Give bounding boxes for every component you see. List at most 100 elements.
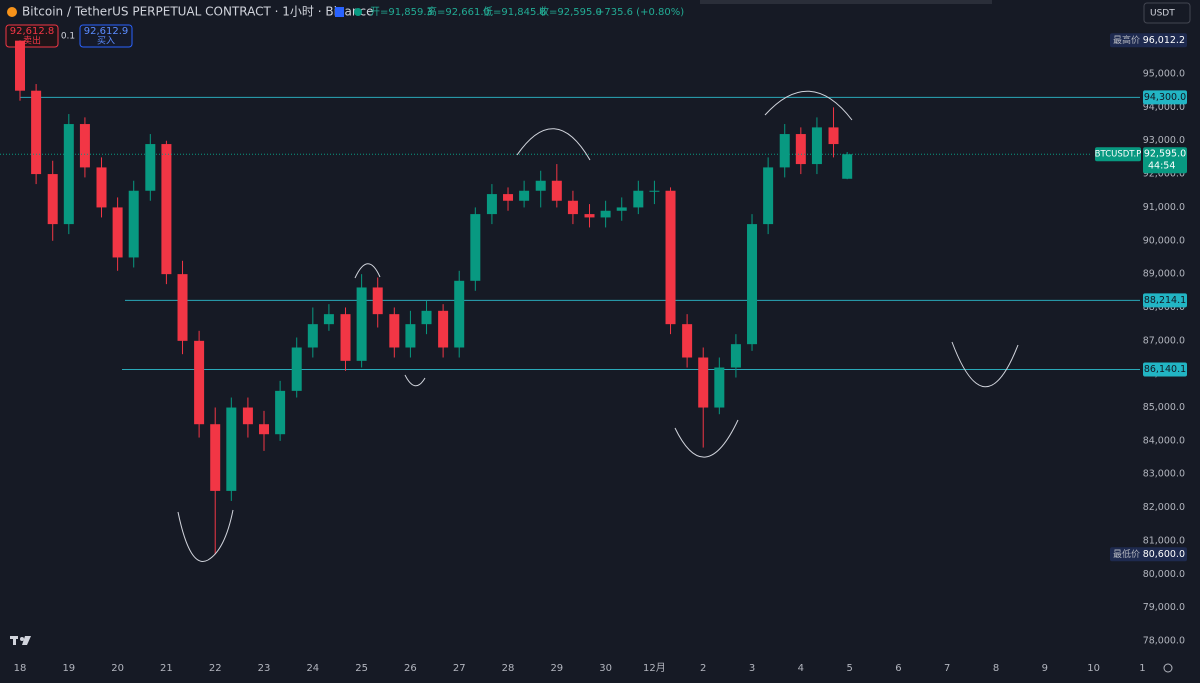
arc-drawing[interactable] [404,374,426,387]
candle-body [47,174,58,225]
x-tick-label: 29 [550,663,563,674]
ohlc-change: +735.6 (+0.80%) [596,7,684,18]
last-price-box [1143,147,1187,174]
y-tick-label: 84,000.0 [1143,435,1185,446]
settings-icon[interactable] [1163,663,1173,673]
candle-body [112,207,123,258]
x-tick-label: 25 [355,663,368,674]
candle-body [421,310,432,325]
buy-label: 买入 [97,36,115,47]
y-tick-label: 94,000.0 [1143,102,1185,113]
candle-body [340,314,351,361]
x-tick-label: 10 [1087,663,1100,674]
candle-body [161,144,172,275]
y-tick-label: 88,000.0 [1143,302,1185,313]
candle-body [128,190,139,258]
candle-body [356,287,367,361]
currency-selector[interactable] [1143,2,1191,24]
x-tick-label: 3 [749,663,755,674]
candle-body [323,314,334,325]
candle-body [291,347,302,391]
extreme-value: 96,012.2 [1143,35,1185,46]
y-tick-label: 87,000.0 [1143,335,1185,346]
x-tick-label: 8 [993,663,999,674]
ohlc-open: 开=91,859.3 [370,7,433,18]
x-tick-label: 12月 [643,662,666,674]
candle-body [259,424,270,435]
x-tick-label: 6 [895,663,901,674]
arc-drawing[interactable] [354,263,381,279]
buy-price: 92,612.9 [84,26,129,37]
level-label: 88,214.1 [1144,295,1186,306]
candle-body [31,90,42,175]
extreme-box [1110,33,1187,48]
y-tick-label: 79,000.0 [1143,602,1185,613]
candle-body [389,314,400,348]
candle-body [275,390,286,435]
candle-body [226,407,237,491]
candle-body [372,287,383,315]
candle-body [551,180,562,201]
level-label: 86,140.1 [1144,364,1186,375]
x-tick-label: 5 [846,663,852,674]
arc-drawing[interactable] [516,128,591,161]
extreme-value: 80,600.0 [1143,549,1185,560]
candle-body [405,324,416,348]
y-tick-label: 92,000.0 [1143,169,1185,180]
x-tick-label: 19 [62,663,75,674]
candle-body [779,134,790,168]
ohlc-low: 低=91,845.8 [483,5,546,18]
candle-body [828,127,839,145]
candle-body [842,154,853,179]
x-tick-label: 9 [1042,663,1048,674]
candle-body [210,424,221,491]
candle-body [79,124,90,168]
candle-body [730,344,741,368]
x-tick-label: 4 [798,663,804,674]
candle-body [63,124,74,225]
ohlc-high: 高=92,661.0 [427,5,490,18]
candle-body [503,194,514,201]
candle-body [763,167,774,225]
candle-body [519,190,530,201]
y-tick-label: 95,000.0 [1143,69,1185,80]
level-label-box [1143,90,1187,105]
x-tick-label: 30 [599,663,612,674]
arc-drawing[interactable] [674,419,739,458]
symbol-title: Bitcoin / TetherUS PERPETUAL CONTRACT · … [22,5,373,19]
arc-drawing[interactable] [177,509,234,562]
x-tick-label: 1 [1139,663,1145,674]
symbol-box [1095,147,1141,162]
arc-drawing[interactable] [951,341,1019,388]
extreme-label: 最高价 [1113,34,1140,46]
y-tick-label: 81,000.0 [1143,535,1185,546]
candle-body [714,367,725,408]
x-tick-label: 23 [258,663,271,674]
candle-body [649,190,660,192]
candle-body [194,340,205,425]
y-tick-label: 91,000.0 [1143,202,1185,213]
candle-body [600,210,611,218]
flag-icon[interactable] [335,7,344,17]
extreme-label: 最低价 [1113,548,1140,560]
level-label: 94,300.0 [1144,92,1186,103]
candle-body [242,407,253,425]
candle-body [535,180,546,191]
symbol-label: BTCUSDT.P [1095,150,1142,160]
buy-button[interactable] [79,24,133,48]
last-price-label: 92,595.0 [1144,149,1186,160]
y-tick-label: 85,000.0 [1143,402,1185,413]
candle-body [747,224,758,345]
arc-drawing[interactable] [764,90,853,121]
x-tick-label: 24 [306,663,319,674]
top-panel-edge [700,0,992,4]
y-tick-label: 83,000.0 [1143,469,1185,480]
candle-body [177,274,188,341]
candle-body [470,214,481,281]
drawings [177,90,1019,562]
candle-body [96,167,107,208]
y-tick-label: 78,000.0 [1143,635,1185,646]
sell-price: 92,612.8 [10,26,55,37]
x-tick-label: 26 [404,663,417,674]
